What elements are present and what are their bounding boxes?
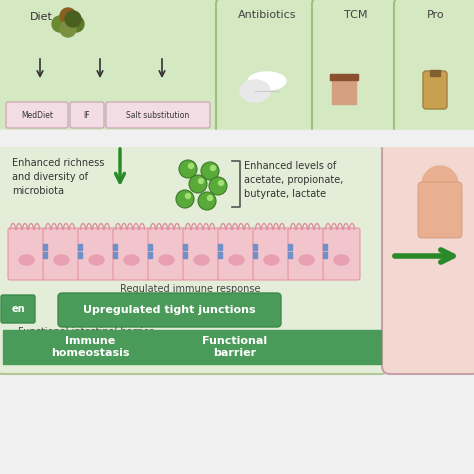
FancyBboxPatch shape <box>382 136 474 374</box>
Bar <box>347 76 351 104</box>
Circle shape <box>199 179 203 183</box>
Circle shape <box>68 16 84 32</box>
Text: Enhanced richness
and diversity of
microbiota: Enhanced richness and diversity of micro… <box>12 158 104 196</box>
FancyBboxPatch shape <box>253 228 290 280</box>
Circle shape <box>176 190 194 208</box>
FancyBboxPatch shape <box>323 228 360 280</box>
Circle shape <box>210 165 216 171</box>
Bar <box>3 330 381 364</box>
Bar <box>332 76 336 104</box>
Bar <box>288 244 292 250</box>
Circle shape <box>198 192 216 210</box>
Circle shape <box>208 195 212 201</box>
Text: Regulated immune response: Regulated immune response <box>120 284 260 294</box>
Circle shape <box>60 8 76 24</box>
FancyBboxPatch shape <box>8 228 45 280</box>
FancyBboxPatch shape <box>183 228 220 280</box>
Ellipse shape <box>229 255 244 265</box>
Text: Salt substitution: Salt substitution <box>127 110 190 119</box>
Circle shape <box>189 164 193 168</box>
Bar <box>78 244 82 250</box>
Ellipse shape <box>248 72 286 90</box>
Ellipse shape <box>54 255 69 265</box>
Text: Diet: Diet <box>30 12 53 22</box>
Circle shape <box>422 166 458 202</box>
Text: en: en <box>11 304 25 314</box>
Circle shape <box>189 175 207 193</box>
Text: Pro: Pro <box>427 10 445 20</box>
Circle shape <box>179 160 197 178</box>
Circle shape <box>201 162 219 180</box>
FancyBboxPatch shape <box>288 228 325 280</box>
Bar <box>323 252 327 258</box>
Text: Immune
homeostasis: Immune homeostasis <box>51 336 129 358</box>
Circle shape <box>185 193 191 199</box>
FancyBboxPatch shape <box>218 228 255 280</box>
Text: TCM: TCM <box>344 10 368 20</box>
FancyBboxPatch shape <box>394 0 474 142</box>
FancyBboxPatch shape <box>1 295 35 323</box>
FancyBboxPatch shape <box>43 228 80 280</box>
FancyBboxPatch shape <box>0 0 220 142</box>
Bar <box>43 244 47 250</box>
Bar <box>218 244 222 250</box>
FancyBboxPatch shape <box>423 71 447 109</box>
Bar <box>430 70 440 76</box>
Ellipse shape <box>89 255 104 265</box>
Text: Functional intestinal barrier: Functional intestinal barrier <box>18 327 153 337</box>
Text: Enhanced levels of
acetate, propionate,
butyrate, lactate: Enhanced levels of acetate, propionate, … <box>244 161 343 199</box>
Ellipse shape <box>194 255 209 265</box>
Ellipse shape <box>124 255 139 265</box>
Ellipse shape <box>159 255 174 265</box>
Bar <box>113 244 117 250</box>
Ellipse shape <box>19 255 34 265</box>
Bar <box>183 252 187 258</box>
Circle shape <box>209 177 227 195</box>
FancyBboxPatch shape <box>70 102 104 128</box>
Circle shape <box>60 21 76 37</box>
FancyBboxPatch shape <box>58 293 281 327</box>
Ellipse shape <box>240 80 270 102</box>
Bar <box>253 252 257 258</box>
Bar <box>218 252 222 258</box>
FancyBboxPatch shape <box>106 102 210 128</box>
FancyBboxPatch shape <box>0 136 389 374</box>
FancyBboxPatch shape <box>418 182 462 238</box>
Text: Antibiotics: Antibiotics <box>238 10 296 20</box>
Ellipse shape <box>299 255 314 265</box>
Bar <box>253 244 257 250</box>
FancyBboxPatch shape <box>6 102 68 128</box>
FancyBboxPatch shape <box>216 0 318 142</box>
Bar <box>342 76 346 104</box>
Text: Functional
barrier: Functional barrier <box>202 336 267 358</box>
Bar <box>0 130 474 146</box>
Bar <box>352 76 356 104</box>
Ellipse shape <box>334 255 349 265</box>
Text: Upregulated tight junctions: Upregulated tight junctions <box>82 305 255 315</box>
Bar <box>183 244 187 250</box>
Bar <box>148 244 152 250</box>
Circle shape <box>65 11 81 27</box>
Bar <box>337 76 341 104</box>
Bar <box>78 252 82 258</box>
Bar <box>148 252 152 258</box>
Bar <box>113 252 117 258</box>
Circle shape <box>219 181 224 185</box>
Bar <box>323 244 327 250</box>
FancyBboxPatch shape <box>148 228 185 280</box>
Bar <box>330 74 358 80</box>
FancyBboxPatch shape <box>78 228 115 280</box>
FancyBboxPatch shape <box>312 0 400 142</box>
Bar <box>43 252 47 258</box>
Ellipse shape <box>264 255 279 265</box>
Text: MedDiet: MedDiet <box>21 110 53 119</box>
Circle shape <box>52 16 68 32</box>
FancyBboxPatch shape <box>113 228 150 280</box>
Bar <box>288 252 292 258</box>
Text: IF: IF <box>84 110 91 119</box>
